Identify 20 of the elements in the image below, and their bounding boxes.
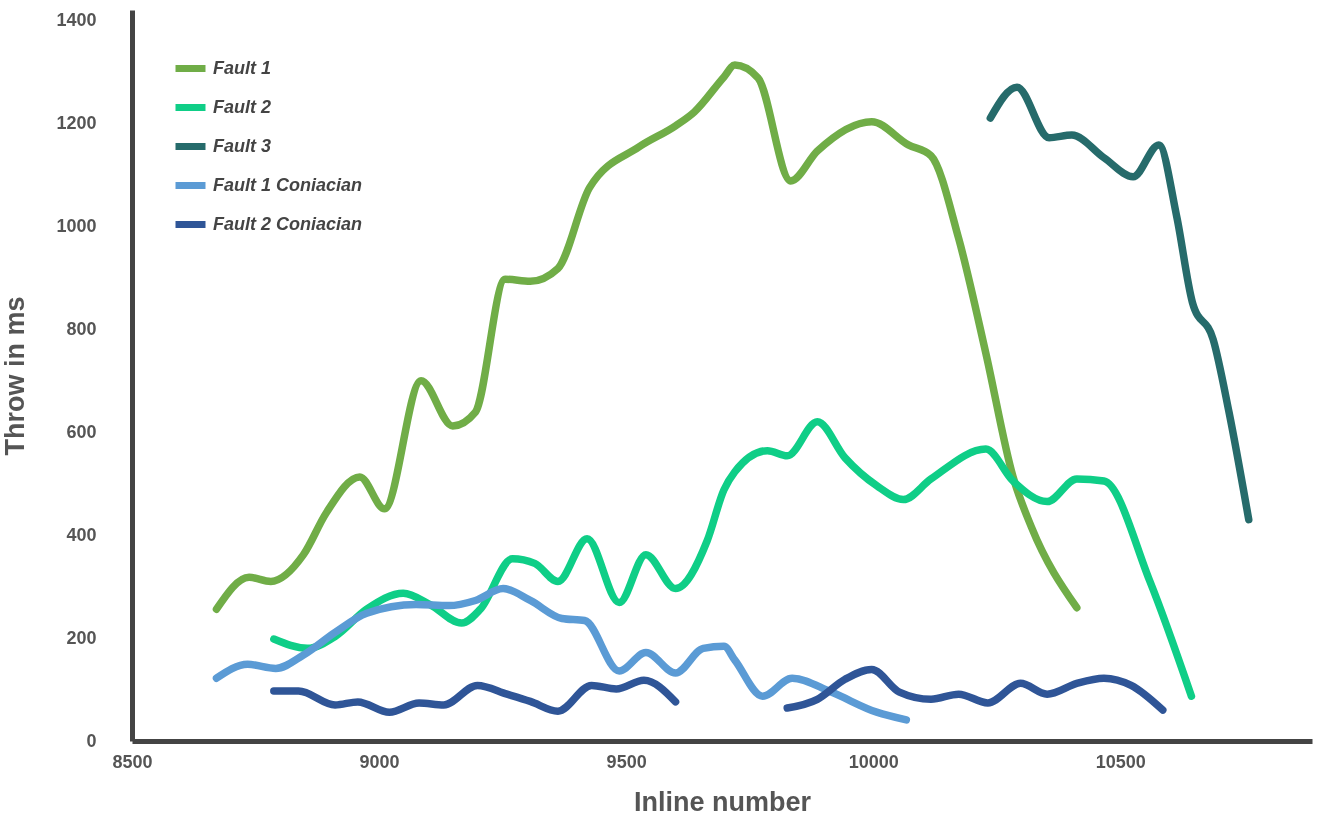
legend-label: Fault 2 Coniacian	[213, 213, 363, 234]
x-tick-label: 10500	[1095, 751, 1146, 772]
x-tick-label: 10000	[848, 751, 899, 772]
y-tick-label: 800	[66, 318, 97, 339]
y-tick-label: 200	[66, 627, 97, 648]
y-tick-label: 0	[86, 730, 97, 751]
x-tick-label: 9000	[359, 751, 400, 772]
y-tick-label: 400	[66, 524, 97, 545]
x-axis-title: Inline number	[633, 786, 812, 817]
legend-label: Fault 1	[213, 57, 272, 78]
y-tick-label: 1200	[56, 112, 97, 133]
y-tick-label: 1000	[56, 215, 97, 236]
legend-label: Fault 1 Coniacian	[213, 174, 363, 195]
x-tick-label: 9500	[606, 751, 647, 772]
legend-label: Fault 2	[213, 96, 272, 117]
y-axis-title: Throw in ms	[0, 296, 31, 456]
y-tick-label: 600	[66, 421, 97, 442]
y-tick-label: 1400	[56, 9, 97, 30]
legend-label: Fault 3	[213, 135, 272, 156]
x-tick-label: 8500	[112, 751, 153, 772]
